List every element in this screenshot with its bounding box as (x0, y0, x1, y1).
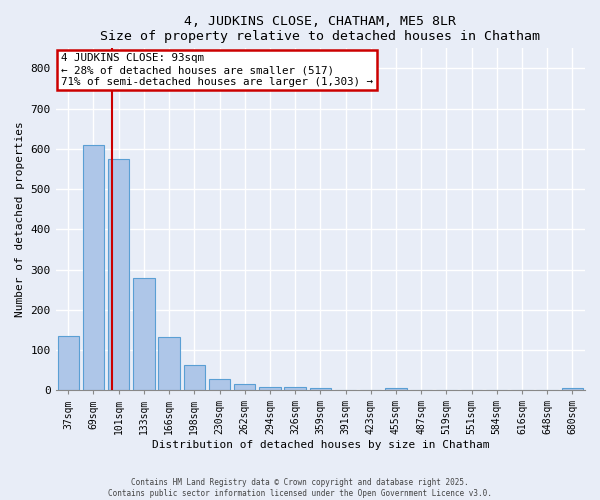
Bar (562, 388, 583, 390)
X-axis label: Distribution of detached houses by size in Chatham: Distribution of detached houses by size … (152, 440, 489, 450)
Bar (209, 379, 230, 390)
Bar (58, 336, 79, 390)
Text: 4 JUDKINS CLOSE: 93sqm
← 28% of detached houses are smaller (517)
71% of semi-de: 4 JUDKINS CLOSE: 93sqm ← 28% of detached… (61, 54, 373, 86)
Bar (259, 387, 281, 390)
Bar (158, 337, 180, 390)
Bar (83, 145, 104, 390)
Title: 4, JUDKINS CLOSE, CHATHAM, ME5 8LR
Size of property relative to detached houses : 4, JUDKINS CLOSE, CHATHAM, ME5 8LR Size … (100, 15, 541, 43)
Bar (310, 388, 331, 390)
Bar (133, 278, 155, 390)
Text: Contains HM Land Registry data © Crown copyright and database right 2025.
Contai: Contains HM Land Registry data © Crown c… (108, 478, 492, 498)
Bar (108, 159, 130, 390)
Bar (234, 384, 256, 390)
Bar (385, 388, 407, 390)
Y-axis label: Number of detached properties: Number of detached properties (15, 122, 25, 317)
Bar (184, 365, 205, 390)
Bar (284, 387, 306, 390)
